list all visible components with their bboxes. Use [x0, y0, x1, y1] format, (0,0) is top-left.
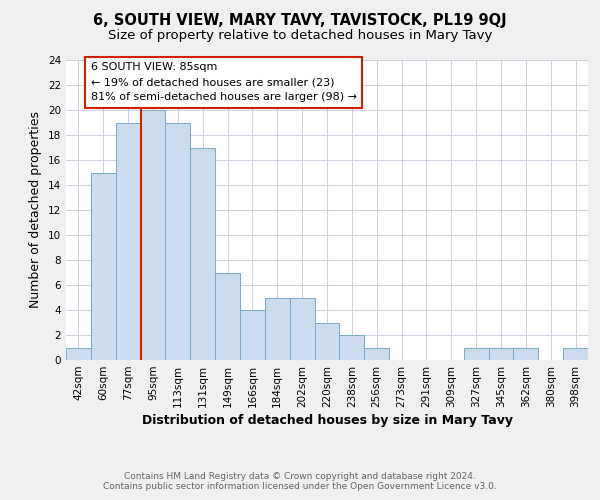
- Bar: [190, 148, 215, 360]
- Bar: [488, 348, 514, 360]
- Bar: [265, 298, 290, 360]
- Bar: [364, 348, 389, 360]
- Bar: [166, 122, 190, 360]
- Bar: [563, 348, 588, 360]
- Bar: [314, 322, 340, 360]
- Bar: [215, 272, 240, 360]
- Text: Contains HM Land Registry data © Crown copyright and database right 2024.: Contains HM Land Registry data © Crown c…: [124, 472, 476, 481]
- Text: 6, SOUTH VIEW, MARY TAVY, TAVISTOCK, PL19 9QJ: 6, SOUTH VIEW, MARY TAVY, TAVISTOCK, PL1…: [93, 12, 507, 28]
- X-axis label: Distribution of detached houses by size in Mary Tavy: Distribution of detached houses by size …: [142, 414, 512, 427]
- Bar: [464, 348, 488, 360]
- Bar: [290, 298, 314, 360]
- Bar: [514, 348, 538, 360]
- Y-axis label: Number of detached properties: Number of detached properties: [29, 112, 43, 308]
- Bar: [116, 122, 140, 360]
- Text: Size of property relative to detached houses in Mary Tavy: Size of property relative to detached ho…: [108, 29, 492, 42]
- Bar: [66, 348, 91, 360]
- Bar: [91, 172, 116, 360]
- Bar: [340, 335, 364, 360]
- Text: 6 SOUTH VIEW: 85sqm
← 19% of detached houses are smaller (23)
81% of semi-detach: 6 SOUTH VIEW: 85sqm ← 19% of detached ho…: [91, 62, 357, 102]
- Bar: [240, 310, 265, 360]
- Bar: [140, 110, 166, 360]
- Text: Contains public sector information licensed under the Open Government Licence v3: Contains public sector information licen…: [103, 482, 497, 491]
